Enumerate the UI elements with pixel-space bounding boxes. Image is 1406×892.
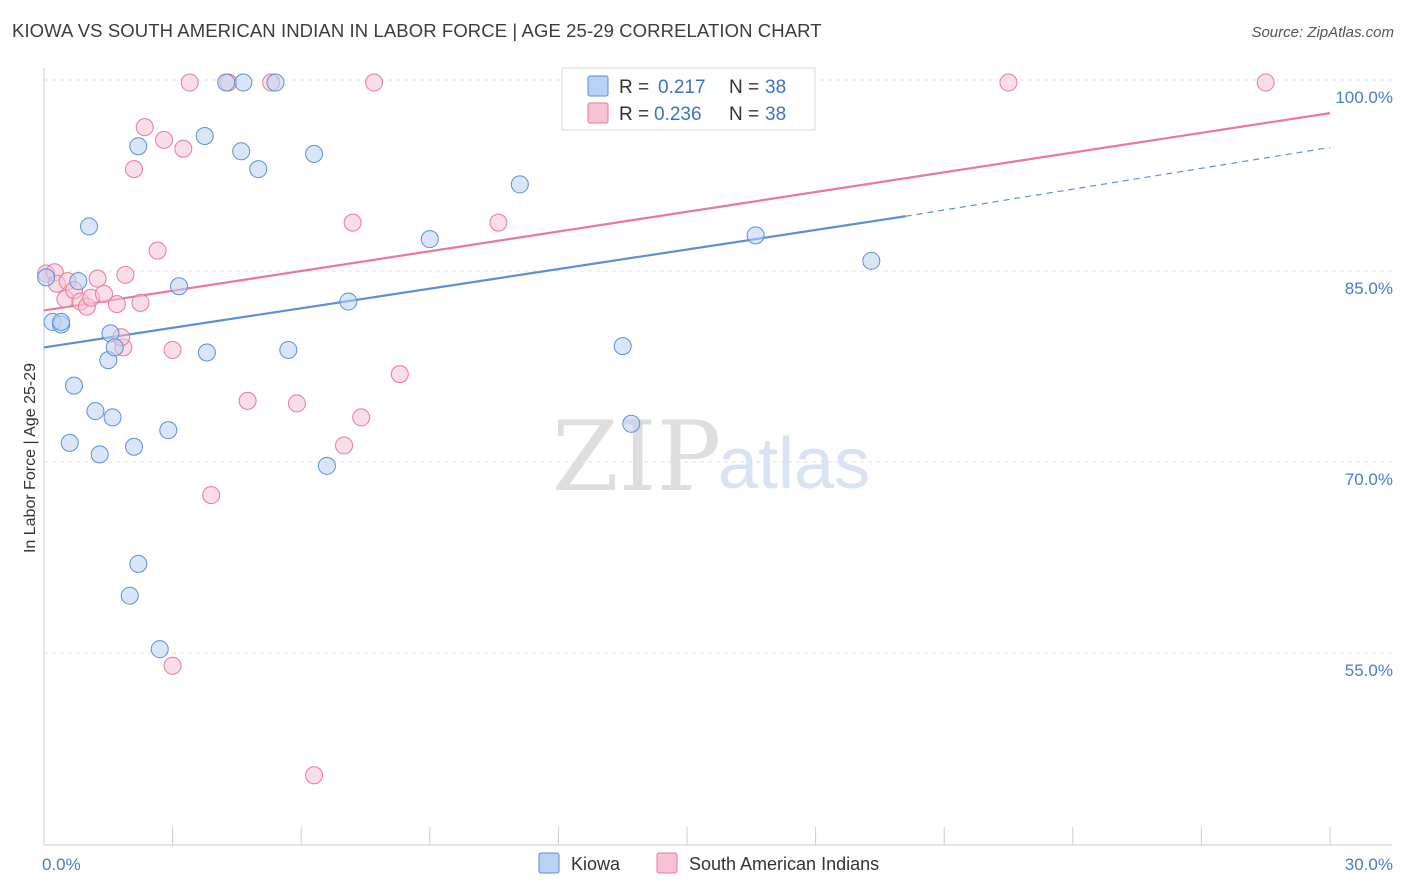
point-south-american-25	[238, 391, 257, 410]
y-tick-labels: 100.0% 85.0% 70.0% 55.0%	[1335, 88, 1393, 680]
point-kiowa-4	[80, 217, 99, 236]
y-tick-label-3: 55.0%	[1345, 661, 1393, 680]
point-kiowa-3	[69, 272, 88, 291]
legend-n-label-south-american: N =	[729, 104, 759, 125]
chart-title: KIOWA VS SOUTH AMERICAN INDIAN IN LABOR …	[12, 20, 822, 41]
point-kiowa-6	[86, 402, 105, 421]
point-kiowa-12	[105, 338, 124, 357]
bottom-legend-swatch-south-american	[656, 852, 678, 874]
bottom-legend-label-kiowa: Kiowa	[571, 854, 621, 874]
y-tick-label-2: 70.0%	[1345, 470, 1393, 489]
point-kiowa-25	[249, 160, 268, 179]
point-south-american-36	[305, 766, 324, 785]
point-south-american-17	[135, 118, 154, 137]
legend-swatch-south-american	[587, 102, 609, 124]
point-kiowa-21	[195, 127, 214, 146]
trendline-extension-kiowa	[905, 146, 1331, 217]
legend-r-value-south-american: 0.236	[654, 104, 702, 125]
scatter-points	[37, 73, 1275, 785]
point-kiowa-9	[103, 408, 122, 427]
point-south-american-10	[95, 284, 114, 303]
point-kiowa-15	[129, 554, 148, 573]
point-south-american-29	[343, 213, 362, 232]
point-kiowa-27	[279, 340, 298, 359]
point-south-american-20	[163, 340, 182, 359]
gridlines	[44, 79, 1392, 654]
source-credit: Source: ZipAtlas.com	[1251, 24, 1394, 41]
x-tick-label-1: 30.0%	[1345, 855, 1393, 874]
bottom-legend-swatch-kiowa	[538, 852, 560, 874]
y-tick-label-0: 100.0%	[1335, 88, 1393, 107]
y-tick-label-1: 85.0%	[1345, 279, 1393, 298]
trendline-south-american	[43, 112, 1331, 312]
legend-r-label-kiowa: R =	[619, 77, 649, 98]
point-kiowa-17	[150, 640, 169, 659]
point-kiowa-37	[52, 312, 71, 331]
point-south-american-19	[155, 130, 174, 149]
point-kiowa-5	[65, 376, 84, 395]
x-tick-label-0: 0.0%	[42, 855, 81, 874]
watermark-atlas: atlas	[718, 424, 870, 504]
point-south-american-27	[287, 394, 306, 413]
axes	[43, 68, 1392, 846]
point-kiowa-19	[170, 277, 189, 296]
point-south-american-31	[365, 73, 384, 92]
point-kiowa-30	[339, 292, 358, 311]
point-south-american-12	[116, 265, 135, 284]
point-kiowa-29	[317, 456, 336, 475]
point-kiowa-22	[217, 73, 236, 92]
point-south-american-11	[107, 295, 126, 314]
point-south-american-22	[180, 73, 199, 92]
point-south-american-16	[125, 160, 144, 179]
legend-n-label-kiowa: N =	[729, 77, 759, 98]
point-kiowa-18	[159, 421, 178, 440]
point-kiowa-24	[232, 142, 251, 161]
x-tick-labels: 0.0% 30.0%	[42, 855, 1393, 874]
legend-n-value-kiowa: 38	[765, 77, 786, 98]
point-kiowa-28	[305, 144, 324, 163]
point-south-american-35	[1256, 73, 1275, 92]
point-kiowa-14	[129, 137, 148, 156]
point-south-american-30	[352, 408, 371, 427]
legend-swatch-kiowa	[587, 75, 609, 97]
point-kiowa-20	[197, 343, 216, 362]
series-legend: Kiowa South American Indians	[538, 852, 879, 874]
y-axis-label: In Labor Force | Age 25-29	[22, 363, 39, 553]
point-south-american-32	[390, 365, 409, 384]
point-south-american-21	[174, 139, 193, 158]
point-south-american-34	[999, 73, 1018, 92]
point-kiowa-8	[90, 445, 109, 464]
point-kiowa-32	[510, 175, 529, 194]
point-kiowa-0	[37, 268, 56, 287]
point-south-american-23	[202, 486, 221, 505]
point-south-american-15	[131, 293, 150, 312]
point-south-american-33	[489, 213, 508, 232]
point-south-american-18	[148, 241, 167, 260]
point-kiowa-7	[60, 433, 79, 452]
point-south-american-9	[88, 269, 107, 288]
point-kiowa-35	[746, 226, 765, 245]
legend-r-value-kiowa: 0.217	[658, 77, 706, 98]
point-kiowa-13	[125, 437, 144, 456]
legend-n-value-south-american: 38	[765, 104, 786, 125]
stats-legend: R = 0.217 N = 38 R = 0.236 N = 38	[561, 67, 816, 131]
legend-r-label-south-american: R =	[619, 104, 649, 125]
point-kiowa-16	[120, 586, 139, 605]
point-kiowa-34	[622, 414, 641, 433]
point-kiowa-36	[862, 251, 881, 270]
point-kiowa-23	[234, 73, 253, 92]
bottom-legend-label-south-american: South American Indians	[689, 854, 879, 874]
point-kiowa-31	[420, 230, 439, 249]
point-south-american-28	[335, 436, 354, 455]
point-kiowa-33	[613, 337, 632, 356]
point-south-american-37	[163, 656, 182, 675]
point-kiowa-26	[266, 73, 285, 92]
